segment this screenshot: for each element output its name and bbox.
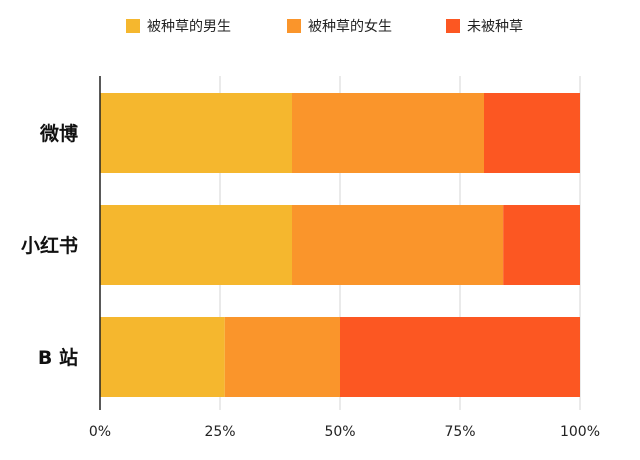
legend: 被种草的男生 被种草的女生 未被种草 [0, 14, 640, 38]
tick-label-1: 25% [204, 424, 235, 440]
category-label-0: 微博 [39, 122, 78, 145]
category-label-1: 小红书 [21, 234, 78, 257]
x-tick-labels: 0% 25% 50% 75% 100% [89, 424, 600, 440]
bar-1-series-0 [100, 205, 292, 285]
legend-label-female: 被种草的女生 [308, 19, 392, 35]
bar-2-series-0 [100, 317, 225, 397]
legend-item-female: 被种草的女生 [287, 14, 392, 38]
bar-0-series-2 [484, 93, 580, 173]
legend-swatch-none [446, 19, 460, 33]
bars [100, 93, 580, 397]
category-label-2: B 站 [38, 346, 78, 369]
bar-2-series-1 [224, 317, 340, 397]
bar-2-series-2 [340, 317, 580, 397]
tick-label-4: 100% [560, 424, 600, 440]
bar-1-series-1 [292, 205, 504, 285]
legend-item-male: 被种草的男生 [126, 14, 231, 38]
tick-label-3: 75% [444, 424, 475, 440]
bar-0-series-0 [100, 93, 292, 173]
legend-item-none: 未被种草 [446, 14, 523, 38]
bar-1-series-2 [503, 205, 580, 285]
legend-label-none: 未被种草 [467, 19, 523, 35]
legend-swatch-male [126, 19, 140, 33]
tick-label-0: 0% [89, 424, 111, 440]
tick-label-2: 50% [324, 424, 355, 440]
legend-label-male: 被种草的男生 [147, 19, 231, 35]
legend-swatch-female [287, 19, 301, 33]
bar-0-series-1 [292, 93, 484, 173]
